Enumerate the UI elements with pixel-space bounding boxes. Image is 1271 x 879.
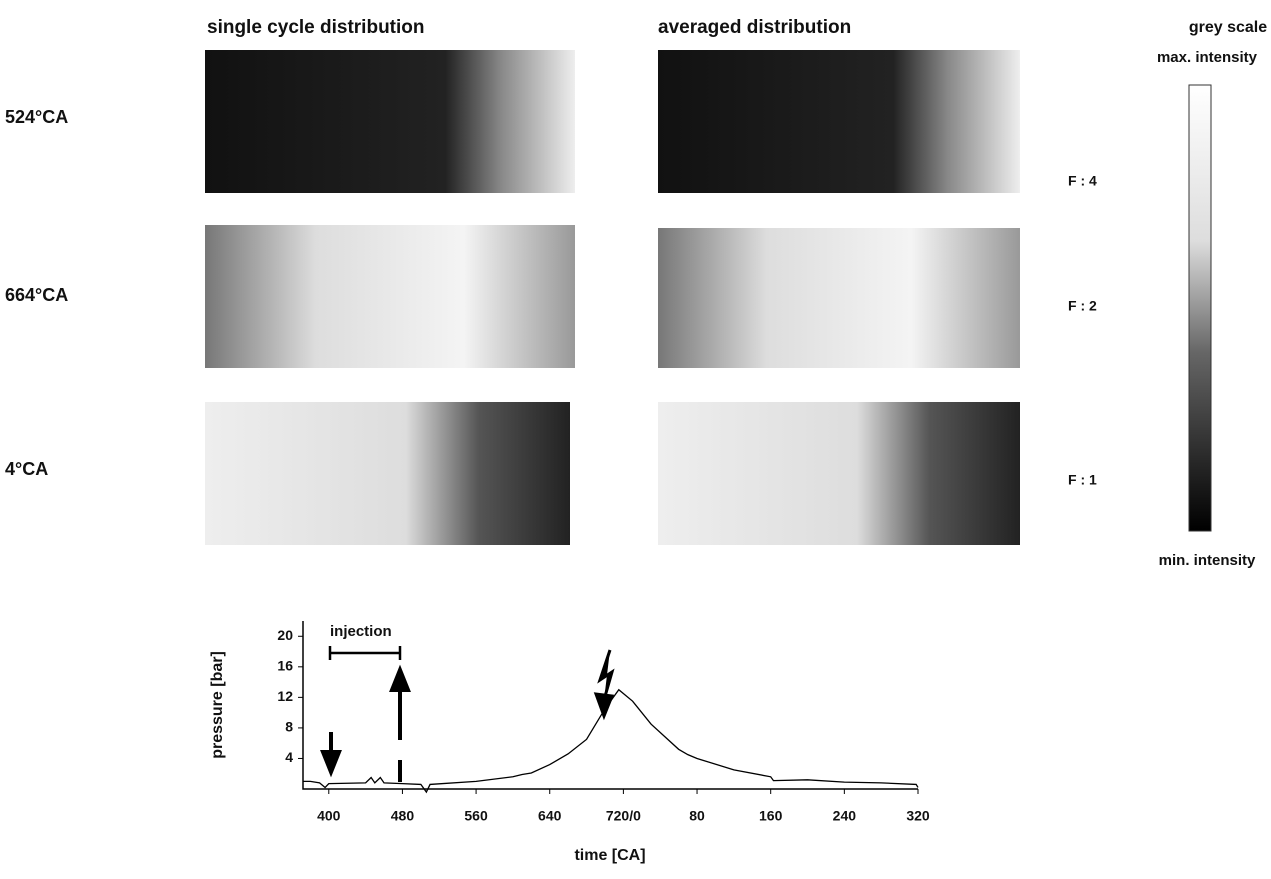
image [205, 402, 570, 545]
x-tick-label: 560 [464, 808, 488, 824]
x-tick-label: 640 [538, 808, 562, 824]
x-tick-label: 80 [689, 808, 705, 824]
x-tick-label: 400 [317, 808, 341, 824]
y-tick-label: 8 [285, 719, 293, 735]
x-tick-label: 720/0 [606, 808, 641, 824]
y-axis-label: pressure [bar] [209, 651, 226, 759]
image [205, 225, 575, 368]
x-axis-label: time [CA] [574, 847, 645, 864]
grey-scale-bar [1188, 84, 1212, 532]
x-tick-label: 240 [833, 808, 857, 824]
grey-scale-min: min. intensity [1159, 552, 1256, 569]
factor: F : 4 [1068, 173, 1097, 189]
x-tick-label: 320 [906, 808, 930, 824]
factor: F : 2 [1068, 298, 1097, 314]
row-label: 524°CA [5, 107, 68, 127]
image [658, 402, 1020, 545]
axes [302, 621, 918, 790]
arrow [389, 664, 411, 782]
y-tick-label: 12 [277, 688, 293, 704]
ignition-arrow [593, 649, 615, 721]
x-tick-label: 480 [391, 808, 415, 824]
y-tick-label: 4 [285, 749, 293, 765]
pressure-line [303, 688, 919, 794]
column-title: single cycle distribution [207, 17, 425, 38]
injection-bracket [328, 646, 402, 660]
arrow [320, 732, 342, 778]
y-tick-label: 16 [277, 658, 293, 674]
image [205, 50, 575, 193]
image [658, 50, 1020, 193]
grey-scale-title: grey scale [1189, 19, 1267, 36]
image [658, 228, 1020, 368]
row-label: 4°CA [5, 459, 48, 479]
annotation: injection [330, 623, 392, 640]
x-tick-label: 160 [759, 808, 783, 824]
row-label: 664°CA [5, 285, 68, 305]
grey-scale-max: max. intensity [1157, 49, 1258, 66]
pressure-plot: 4 8 12 16 20 400 480 560 640 720/0 80 160 240 320 [277, 621, 930, 824]
y-tick-label: 20 [277, 627, 293, 643]
column-title: averaged distribution [658, 17, 851, 38]
factor: F : 1 [1068, 472, 1097, 488]
